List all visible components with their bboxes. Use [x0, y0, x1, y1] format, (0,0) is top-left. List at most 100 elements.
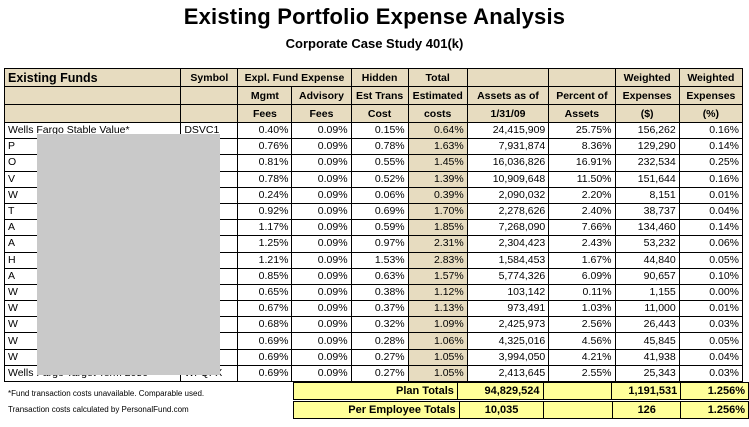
assets-value: 2,278,626 — [466, 202, 550, 221]
plan-totals-weighted: 1,191,531 — [611, 382, 682, 400]
assets-value: 5,774,326 — [466, 267, 550, 285]
header-fees-mgmt: Fees — [237, 104, 293, 123]
total-cost: 0.64% — [407, 121, 468, 140]
weighted-expense-pct: 0.03% — [678, 364, 744, 383]
advisory-fee: 0.09% — [291, 186, 352, 204]
per-employee-totals-weighted: 126 — [612, 401, 682, 419]
hidden-cost: 1.53% — [350, 251, 409, 269]
hidden-cost: 0.28% — [350, 332, 409, 350]
percent-assets: 16.91% — [548, 154, 616, 172]
hidden-cost: 0.52% — [350, 170, 409, 188]
mgmt-fee: 0.78% — [237, 170, 293, 188]
hidden-cost: 0.32% — [350, 316, 409, 334]
total-cost: 0.39% — [407, 186, 468, 204]
percent-assets: 2.20% — [548, 186, 616, 204]
mgmt-fee: 0.76% — [237, 138, 293, 156]
assets-value: 10,909,648 — [466, 170, 550, 188]
total-cost: 1.39% — [407, 170, 468, 188]
weighted-expense: 129,290 — [614, 138, 680, 156]
plan-totals-assets: 94,829,524 — [456, 382, 544, 400]
mgmt-fee: 0.81% — [237, 154, 293, 172]
advisory-fee: 0.09% — [291, 251, 352, 269]
advisory-fee: 0.09% — [291, 121, 352, 140]
weighted-expense: 90,657 — [614, 267, 680, 285]
header-est-trans: Est Trans — [350, 86, 409, 105]
hidden-cost: 0.78% — [350, 138, 409, 156]
hidden-cost: 0.55% — [350, 154, 409, 172]
assets-value: 2,090,032 — [466, 186, 550, 204]
weighted-expense: 11,000 — [614, 300, 680, 318]
weighted-expense-pct: 0.06% — [678, 235, 744, 253]
advisory-fee: 0.09% — [291, 170, 352, 188]
mgmt-fee: 0.65% — [237, 283, 293, 302]
weighted-expense-pct: 0.03% — [678, 316, 744, 334]
hidden-cost: 0.69% — [350, 202, 409, 221]
weighted-expense: 8,151 — [614, 186, 680, 204]
percent-assets: 2.56% — [548, 316, 616, 334]
mgmt-fee: 0.68% — [237, 316, 293, 334]
footnote-personalfund: Transaction costs calculated by Personal… — [8, 405, 189, 414]
percent-assets: 8.36% — [548, 138, 616, 156]
percent-assets: 1.67% — [548, 251, 616, 269]
header-assets-label: Assets — [548, 104, 616, 123]
advisory-fee: 0.09% — [291, 364, 352, 383]
weighted-expense-pct: 0.05% — [678, 332, 744, 350]
header-expenses: Expenses — [614, 86, 680, 105]
advisory-fee: 0.09% — [291, 202, 352, 221]
total-cost: 1.09% — [407, 316, 468, 334]
percent-assets: 2.40% — [548, 202, 616, 221]
hidden-cost: 0.97% — [350, 235, 409, 253]
weighted-expense-pct: 0.16% — [678, 170, 744, 188]
per-employee-totals-weighted-pct: 1.256% — [680, 401, 749, 419]
percent-assets: 2.55% — [548, 364, 616, 383]
assets-value: 3,994,050 — [466, 348, 550, 366]
header-percent: Percent of — [548, 86, 616, 105]
hidden-cost: 0.27% — [350, 364, 409, 383]
total-cost: 1.57% — [407, 267, 468, 285]
advisory-fee: 0.09% — [291, 235, 352, 253]
hidden-cost: 0.15% — [350, 121, 409, 140]
mgmt-fee: 0.69% — [237, 332, 293, 350]
weighted-expense-pct: 0.00% — [678, 283, 744, 302]
assets-value: 2,304,423 — [466, 235, 550, 253]
header-pct: (%) — [678, 104, 744, 123]
weighted-expense-pct: 0.05% — [678, 251, 744, 269]
plan-totals-label: Plan Totals — [293, 382, 458, 400]
assets-value: 973,491 — [466, 300, 550, 318]
header-expl-fund-expense: Expl. Fund Expense — [237, 68, 352, 87]
weighted-expense-pct: 0.01% — [678, 300, 744, 318]
assets-value: 16,036,826 — [466, 154, 550, 172]
header-mgmt: Mgmt — [237, 86, 293, 105]
header-estimated: Estimated — [407, 86, 468, 105]
percent-assets: 4.21% — [548, 348, 616, 366]
weighted-expense: 151,644 — [614, 170, 680, 188]
assets-value: 7,268,090 — [466, 219, 550, 237]
mgmt-fee: 0.67% — [237, 300, 293, 318]
total-cost: 1.12% — [407, 283, 468, 302]
weighted-expense: 44,840 — [614, 251, 680, 269]
percent-assets: 25.75% — [548, 121, 616, 140]
weighted-expense: 38,737 — [614, 202, 680, 221]
weighted-expense-pct: 0.10% — [678, 267, 744, 285]
percent-assets: 6.09% — [548, 267, 616, 285]
percent-assets: 2.43% — [548, 235, 616, 253]
weighted-expense: 134,460 — [614, 219, 680, 237]
weighted-expense: 53,232 — [614, 235, 680, 253]
total-cost: 1.06% — [407, 332, 468, 350]
header-total: Total — [407, 68, 468, 87]
advisory-fee: 0.09% — [291, 219, 352, 237]
mgmt-fee: 0.24% — [237, 186, 293, 204]
header-assets-date: 1/31/09 — [466, 104, 550, 123]
advisory-fee: 0.09% — [291, 300, 352, 318]
table-row: WX0.69%0.09%0.28%1.06%4,325,0164.56%45,8… — [3, 332, 744, 350]
mgmt-fee: 1.25% — [237, 235, 293, 253]
footnote-transaction-costs: *Fund transaction costs unavailable. Com… — [8, 389, 205, 398]
percent-assets: 7.66% — [548, 219, 616, 237]
mgmt-fee: 0.69% — [237, 348, 293, 366]
plan-totals-weighted-pct: 1.256% — [680, 382, 749, 400]
mgmt-fee: 1.17% — [237, 219, 293, 237]
assets-value: 7,931,874 — [466, 138, 550, 156]
advisory-fee: 0.09% — [291, 316, 352, 334]
header-fees-advisory: Fees — [291, 104, 352, 123]
header-dollar: ($) — [614, 104, 680, 123]
